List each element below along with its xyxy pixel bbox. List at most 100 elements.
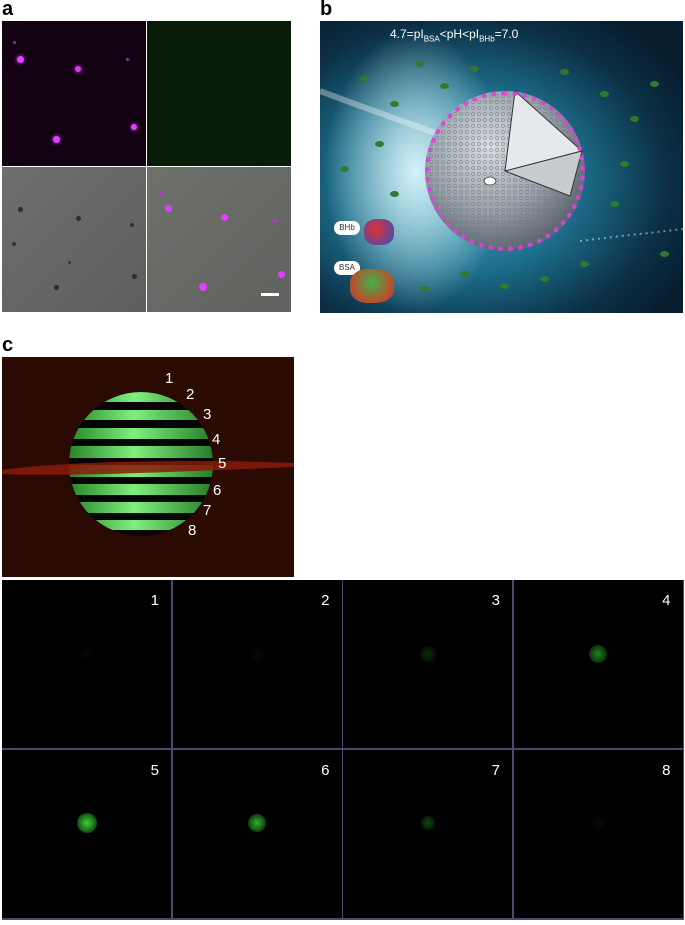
z-slice-6: 6 xyxy=(172,749,342,918)
z-stack-grid: 1 2 3 4 5 6 7 8 xyxy=(2,580,684,920)
bsa-particle xyxy=(600,91,609,97)
panel-c-sphere-schematic: 1 2 3 4 5 6 7 8 xyxy=(2,357,294,577)
bsa-particle xyxy=(460,271,469,277)
bhb-shell xyxy=(425,91,585,251)
green-channel-image xyxy=(147,21,291,166)
bsa-particle xyxy=(390,191,399,197)
slice-label-2: 2 xyxy=(186,386,195,403)
z-slice-3: 3 xyxy=(343,580,512,748)
particle xyxy=(12,242,16,246)
z-slice-label: 3 xyxy=(491,592,500,609)
overlay-image xyxy=(147,167,291,312)
slice-label-7: 7 xyxy=(203,502,212,519)
z-slice-label: 6 xyxy=(321,761,330,779)
particle xyxy=(199,283,207,291)
fluorescent-spot xyxy=(419,645,436,662)
panel-c-label: c xyxy=(2,334,14,356)
legend-bsa-label: BSA xyxy=(338,263,355,272)
fluorescent-spot xyxy=(80,647,93,660)
particle xyxy=(165,205,172,212)
bsa-particles xyxy=(320,21,683,313)
bsa-particle xyxy=(620,161,629,167)
slice-label-8: 8 xyxy=(188,522,197,539)
bsa-particle xyxy=(540,276,549,282)
fluorescent-spot xyxy=(248,814,266,833)
bsa-particle xyxy=(500,283,509,289)
particle xyxy=(18,207,23,212)
legend-bsa: BSA xyxy=(334,261,360,275)
equation-sub-bhb: BHb xyxy=(479,34,495,44)
panel-a-figure xyxy=(2,21,291,312)
particle xyxy=(54,285,59,290)
bsa-particle xyxy=(580,261,589,267)
particle xyxy=(278,271,285,278)
z-slice-label: 1 xyxy=(150,592,159,609)
particle xyxy=(273,219,277,223)
slice-label-1: 1 xyxy=(165,370,174,387)
particle xyxy=(76,216,81,221)
particle xyxy=(75,66,81,72)
particle xyxy=(159,191,163,195)
z-slice-8: 8 xyxy=(513,749,683,918)
z-slice-label: 2 xyxy=(321,592,330,609)
particle xyxy=(131,124,137,130)
z-slice-5: 5 xyxy=(2,749,171,918)
particle xyxy=(53,136,60,143)
equation-prefix: 4.7=pI xyxy=(390,27,424,41)
slice-label-5: 5 xyxy=(218,455,227,472)
particle xyxy=(68,261,71,264)
bsa-protein-icon xyxy=(350,269,394,303)
panel-a-label: a xyxy=(2,0,14,20)
equation: 4.7=pIBSA<pH<pIBHb=7.0 xyxy=(390,27,518,43)
focal-plane xyxy=(2,461,294,475)
brightfield-image xyxy=(2,167,146,312)
z-slice-label: 8 xyxy=(662,761,671,779)
bhb-protein-icon xyxy=(364,219,394,245)
particle xyxy=(130,223,134,227)
fluorescent-spot xyxy=(250,646,264,661)
z-slice-label: 7 xyxy=(491,761,500,779)
bsa-particle xyxy=(470,66,479,72)
bsa-particle xyxy=(560,69,569,75)
striped-sphere-svg xyxy=(2,392,294,536)
particle xyxy=(17,56,24,63)
z-slice-4: 4 xyxy=(513,580,683,748)
bsa-particle xyxy=(375,141,384,147)
slice-label-4: 4 xyxy=(212,431,221,448)
bsa-particle xyxy=(650,81,659,87)
particle xyxy=(221,214,228,221)
equation-sub-bsa: BSA xyxy=(423,34,440,44)
bsa-particle xyxy=(420,286,429,292)
z-slice-label: 5 xyxy=(150,761,159,779)
z-slice-2: 2 xyxy=(172,580,342,748)
equation-suffix: =7.0 xyxy=(494,27,519,41)
legend-bhb-label: BHb xyxy=(339,223,355,232)
particle xyxy=(126,58,129,61)
particle xyxy=(13,41,16,44)
bsa-particle xyxy=(630,116,639,122)
fluorescent-spot xyxy=(589,644,607,663)
bsa-particle xyxy=(415,61,424,67)
bsa-particle xyxy=(440,83,449,89)
bsa-particle xyxy=(340,166,349,172)
panel-b-label: b xyxy=(320,0,333,20)
slice-label-6: 6 xyxy=(213,482,222,499)
scale-bar xyxy=(261,293,279,296)
fluorescent-spot xyxy=(76,813,97,834)
bsa-particle xyxy=(610,201,619,207)
bsa-particle xyxy=(390,101,399,107)
z-slice-1: 1 xyxy=(2,580,171,748)
fluorescent-spot xyxy=(420,816,435,831)
z-slice-7: 7 xyxy=(343,749,512,918)
panel-b-illustration: 4.7=pIBSA<pH<pIBHb=7.0 BHb BSA xyxy=(320,21,683,313)
particle xyxy=(132,274,137,279)
bsa-particle xyxy=(360,76,369,82)
slice-label-3: 3 xyxy=(203,406,212,423)
magenta-channel-image xyxy=(2,21,146,166)
fluorescent-spot xyxy=(592,817,604,830)
equation-mid: <pH<pI xyxy=(439,27,480,41)
z-slice-label: 4 xyxy=(662,592,671,609)
legend-bhb: BHb xyxy=(334,221,360,235)
light-streak xyxy=(579,228,683,242)
bsa-particle xyxy=(660,251,669,257)
